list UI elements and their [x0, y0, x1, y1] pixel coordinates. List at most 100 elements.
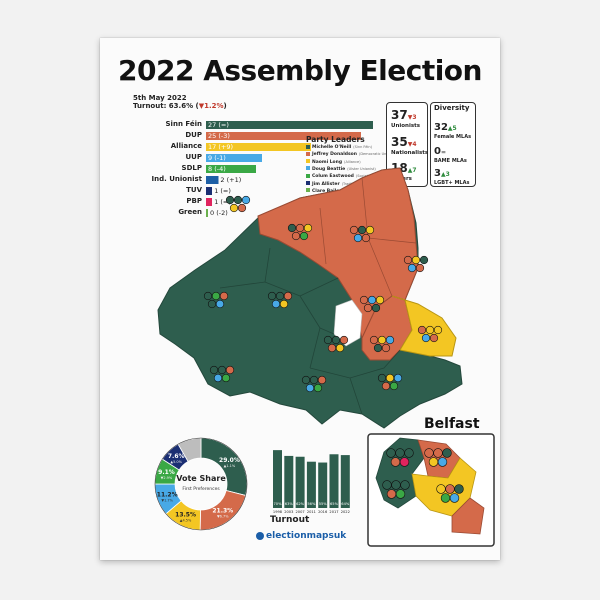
- seat-dot: [233, 195, 243, 205]
- seat-dot: [295, 223, 305, 233]
- seat-dot: [209, 365, 219, 375]
- seat-bar-label: Sinn Féin: [165, 120, 202, 128]
- seat-dot: [417, 325, 427, 335]
- turnout-value-label: 65%: [330, 502, 339, 506]
- seat-dot: [389, 381, 399, 391]
- turnout-year-label: 1998: [273, 510, 283, 514]
- leader-party: (Ulster Unionist): [347, 166, 376, 171]
- party-swatch: [306, 151, 310, 156]
- seat-bar: 2 (+1): [206, 175, 246, 184]
- seat-dot: [385, 373, 395, 383]
- seat-dot: [361, 233, 371, 243]
- seat-bar: 1 (=): [206, 197, 246, 206]
- bame-stat: 0= BAME MLAs: [434, 146, 467, 164]
- election-poster: 2022 Assembly Election 5th May 2022 Turn…: [100, 38, 500, 560]
- leader-party: (Democratic Unionist): [358, 152, 398, 157]
- seat-bar: 9 (-1): [206, 153, 262, 162]
- seat-bar-label: TUV: [186, 186, 202, 194]
- lgbt-stat: 3▲3 LGBT+ MLAs: [434, 168, 470, 186]
- turnout-value-label: 64%: [341, 502, 350, 506]
- seat-dot: [267, 291, 277, 301]
- unionists-stat: 37▼3 Unionists: [391, 108, 421, 129]
- seat-dot: [407, 263, 417, 273]
- female-stat: 32▲5 Female MLAs: [434, 122, 472, 140]
- belfast-seat-dot: [404, 448, 414, 458]
- seat-dot: [393, 373, 403, 383]
- vote-share-change: ▲1.1%: [224, 464, 236, 468]
- belfast-seat-dot: [433, 448, 443, 458]
- party-swatch: [306, 188, 310, 193]
- turnout-bar-chart: 70%199863%200362%200756%201155%201665%20…: [273, 450, 350, 514]
- seat-dot: [279, 299, 289, 309]
- seat-dot: [381, 343, 391, 353]
- nationalists-stat: 35▼4 Nationalists: [391, 135, 429, 156]
- party-swatch: [306, 181, 310, 185]
- designation-box: 37▼3 Unionists 35▼4 Nationalists 18▲7 Ot…: [386, 102, 428, 187]
- turnout-year-label: 2003: [284, 510, 293, 514]
- leader-name: Colum Eastwood: [312, 174, 354, 180]
- party-swatch: [306, 166, 310, 171]
- belfast-seat-dot: [445, 484, 455, 494]
- page-title: 2022 Assembly Election: [118, 54, 482, 87]
- seat-bar: 1 (=): [206, 186, 246, 195]
- seat-bar-row: Green 0 (-2): [110, 208, 410, 217]
- vote-share-label: 21.3%: [212, 508, 233, 515]
- leader-name: Jeffrey Donaldson: [312, 152, 357, 158]
- map-alliance-region: [391, 295, 457, 357]
- seat-circles: [203, 195, 443, 393]
- seat-bar-row: Ind. Unionist 2 (+1): [110, 175, 410, 184]
- belfast-seat-dot: [391, 480, 401, 490]
- party-swatch: [306, 159, 310, 164]
- belfast-seat-dot: [440, 493, 451, 503]
- election-date: 5th May 2022: [133, 94, 187, 102]
- seat-dot: [433, 325, 443, 335]
- seat-dot: [415, 263, 425, 273]
- seat-dot: [237, 203, 247, 213]
- seat-dot: [221, 373, 231, 383]
- seat-dot: [419, 255, 429, 265]
- turnout-title: Turnout: [270, 515, 310, 525]
- seat-dot: [365, 225, 375, 235]
- seat-bar-row: UUP 9 (-1): [110, 153, 410, 162]
- seat-bar-label: SDLP: [181, 164, 202, 172]
- turnout-bar: [284, 455, 294, 508]
- leader-item: Naomi Long (Alliance): [306, 159, 361, 166]
- turnout-value-label: 63%: [285, 502, 294, 506]
- belfast-south-dup: [451, 497, 485, 535]
- vote-share-title: Vote Share: [176, 474, 226, 483]
- leader-name: Michelle O'Neill: [312, 145, 352, 150]
- vote-share-change: ▲5.0%: [170, 460, 182, 464]
- belfast-seat-dot: [442, 448, 452, 458]
- turnout-summary: Turnout: 63.6% (▼1.2%): [133, 102, 227, 110]
- party-swatch: [306, 173, 310, 178]
- seat-dot: [225, 195, 235, 205]
- constituency-map: Vote Share First Preferences 29.0%▲1.1%2…: [154, 167, 495, 547]
- turnout-value-label: 70%: [274, 502, 283, 506]
- seat-bar-label: DUP: [185, 131, 202, 139]
- seat-dot: [335, 343, 345, 353]
- seat-dot: [331, 335, 341, 345]
- seat-dot: [421, 333, 431, 343]
- leader-item: Jeffrey Donaldson (Democratic Unionist): [306, 151, 397, 158]
- turnout-bar: [273, 450, 282, 508]
- vote-share-change: ▼2.9%: [161, 476, 173, 480]
- diversity-box: Diversity 32▲5 Female MLAs 0= BAME MLAs …: [430, 102, 476, 187]
- seat-dot: [411, 255, 421, 265]
- brand-icon: [256, 531, 264, 540]
- turnout-bar: [340, 455, 350, 508]
- seat-dot: [219, 291, 229, 301]
- seat-dot: [375, 295, 385, 305]
- seat-dot: [381, 381, 391, 391]
- turnout-year-label: 2022: [341, 510, 350, 514]
- seat-dot: [207, 299, 217, 309]
- seat-bar-label: PBP: [186, 197, 202, 205]
- seat-dot: [317, 375, 327, 385]
- vote-share-label: 13.5%: [175, 512, 196, 519]
- turnout-bar: [318, 462, 328, 508]
- brand-logo: electionmapsuk: [256, 531, 346, 541]
- turnout-value-label: 56%: [307, 502, 316, 506]
- belfast-seat-dot: [390, 457, 401, 467]
- seat-dot: [313, 383, 323, 393]
- seat-dot: [203, 291, 213, 301]
- seat-dot: [287, 223, 297, 233]
